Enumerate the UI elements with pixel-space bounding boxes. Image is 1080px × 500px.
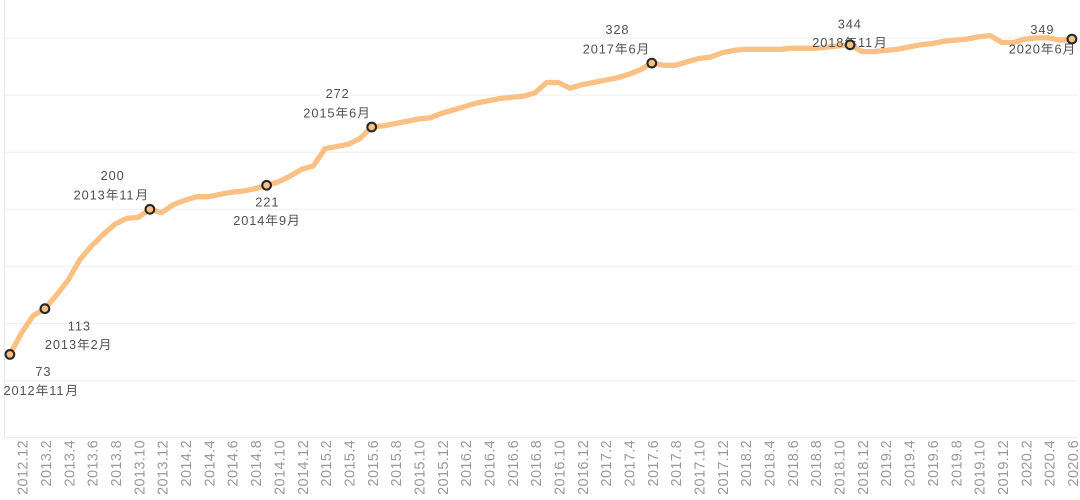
svg-text:113: 113	[68, 318, 91, 333]
svg-text:2015.10: 2015.10	[412, 440, 428, 495]
svg-text:2018.10: 2018.10	[833, 440, 849, 495]
svg-text:2019.4: 2019.4	[903, 440, 919, 486]
svg-text:6: 6	[628, 42, 636, 57]
svg-text:2019.12: 2019.12	[996, 440, 1012, 495]
svg-text:2016.4: 2016.4	[483, 440, 499, 486]
svg-text:2014.4: 2014.4	[202, 440, 218, 486]
svg-text:2017.8: 2017.8	[669, 440, 685, 486]
svg-text:2015.6: 2015.6	[366, 440, 382, 486]
svg-text:9: 9	[279, 213, 287, 228]
svg-text:2017.6: 2017.6	[646, 440, 662, 486]
svg-text:2013.4: 2013.4	[62, 440, 78, 486]
svg-text:2015: 2015	[303, 105, 335, 120]
svg-text:2020.2: 2020.2	[1019, 440, 1035, 486]
svg-text:2014.12: 2014.12	[296, 440, 312, 495]
svg-text:328: 328	[605, 22, 629, 37]
svg-text:2018.8: 2018.8	[809, 440, 825, 486]
svg-text:2014.8: 2014.8	[249, 440, 265, 486]
svg-text:73: 73	[35, 364, 51, 379]
svg-text:2018.2: 2018.2	[739, 440, 755, 486]
svg-text:200: 200	[101, 168, 125, 183]
svg-text:2018.6: 2018.6	[786, 440, 802, 486]
svg-text:2014: 2014	[233, 213, 265, 228]
svg-text:2018.12: 2018.12	[856, 440, 872, 495]
svg-text:2016.2: 2016.2	[459, 440, 475, 486]
svg-text:2015.12: 2015.12	[436, 440, 452, 495]
svg-text:2020.4: 2020.4	[1043, 440, 1059, 486]
svg-text:2016.12: 2016.12	[576, 440, 592, 495]
svg-text:2017.10: 2017.10	[693, 440, 709, 495]
svg-text:2017: 2017	[583, 42, 615, 57]
svg-text:344: 344	[838, 17, 862, 32]
svg-text:221: 221	[255, 194, 279, 209]
svg-text:2: 2	[91, 337, 99, 352]
svg-text:2012.12: 2012.12	[16, 440, 32, 495]
svg-text:2015.2: 2015.2	[319, 440, 335, 486]
svg-text:2013: 2013	[45, 337, 77, 352]
svg-text:2015.8: 2015.8	[389, 440, 405, 486]
svg-text:2014.6: 2014.6	[226, 440, 242, 486]
svg-text:2013.10: 2013.10	[132, 440, 148, 495]
svg-text:2013.6: 2013.6	[86, 440, 102, 486]
svg-text:2020: 2020	[1009, 42, 1041, 57]
svg-text:2014.10: 2014.10	[272, 440, 288, 495]
svg-text:2013.12: 2013.12	[156, 440, 172, 495]
svg-text:2018: 2018	[812, 35, 844, 50]
svg-text:2019.10: 2019.10	[973, 440, 989, 495]
svg-text:349: 349	[1030, 22, 1054, 37]
svg-text:2015.4: 2015.4	[342, 440, 358, 486]
svg-text:6: 6	[1054, 42, 1062, 57]
svg-text:2017.4: 2017.4	[623, 440, 639, 486]
svg-text:2016.10: 2016.10	[553, 440, 569, 495]
svg-text:11: 11	[49, 383, 64, 398]
svg-text:2013: 2013	[74, 187, 106, 202]
svg-text:272: 272	[326, 86, 350, 101]
svg-text:2019.6: 2019.6	[926, 440, 942, 486]
svg-text:2014.2: 2014.2	[179, 440, 195, 486]
svg-text:2012: 2012	[3, 383, 35, 398]
svg-text:2017.2: 2017.2	[599, 440, 615, 486]
svg-text:11: 11	[119, 187, 134, 202]
svg-text:2013.8: 2013.8	[109, 440, 125, 486]
svg-text:11: 11	[858, 35, 873, 50]
svg-text:2013.2: 2013.2	[39, 440, 55, 486]
svg-text:6: 6	[349, 105, 357, 120]
svg-text:2019.8: 2019.8	[949, 440, 965, 486]
svg-text:2020.6: 2020.6	[1066, 440, 1080, 486]
svg-text:2016.8: 2016.8	[529, 440, 545, 486]
svg-text:2017.12: 2017.12	[716, 440, 732, 495]
svg-text:2019.2: 2019.2	[879, 440, 895, 486]
svg-text:2016.6: 2016.6	[506, 440, 522, 486]
svg-text:2018.4: 2018.4	[763, 440, 779, 486]
